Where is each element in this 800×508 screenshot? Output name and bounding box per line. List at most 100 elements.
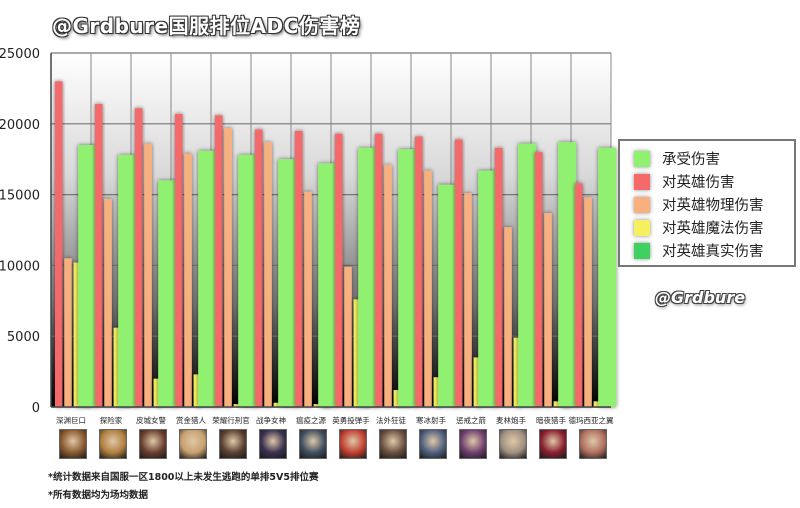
x-tick-label: 赏金猎人: [176, 415, 206, 425]
legend-swatch: [634, 150, 650, 167]
legend-label: 对英雄物理伤害: [662, 198, 764, 214]
bar-2: [544, 213, 552, 407]
bar-2: [464, 193, 472, 407]
legend-label: 承受伤害: [662, 152, 720, 168]
bar-5: [438, 184, 457, 407]
hero-portrait-icon: [59, 429, 87, 459]
bar-3: [273, 402, 282, 407]
bar-3: [433, 377, 442, 407]
watermark: @Grdbure: [655, 288, 746, 307]
hero-portrait-icon: [219, 429, 247, 459]
bar-5: [478, 170, 497, 407]
bar-2: [344, 266, 352, 407]
bar-5: [398, 149, 417, 407]
y-tick-label: 20000: [0, 118, 40, 133]
x-tick-label: 瘟疫之源: [296, 415, 326, 425]
bar-3: [193, 374, 202, 407]
hero-portrait-icon: [179, 429, 207, 459]
x-tick-label: 深渊巨口: [56, 415, 86, 425]
bar-1: [95, 103, 103, 407]
bar-3: [113, 327, 122, 407]
bar-1: [175, 113, 183, 407]
bar-3: [313, 404, 322, 407]
bar-2: [184, 153, 192, 407]
x-tick-label: 惩戒之箭: [456, 415, 486, 425]
bar-1: [135, 108, 143, 407]
bar-2: [64, 258, 72, 407]
bar-5: [278, 159, 297, 407]
legend-label: 对英雄真实伤害: [662, 244, 764, 260]
legend-item: 对英雄魔法伤害: [634, 216, 794, 239]
hero-icon-row: [53, 429, 613, 461]
bar-2: [144, 143, 152, 407]
bar-2: [504, 227, 512, 407]
hero-portrait-icon: [499, 429, 527, 459]
axes: [50, 53, 611, 408]
legend-item: 承受伤害: [634, 147, 794, 170]
bar-2: [584, 197, 592, 407]
footnote-average: *所有数据均为场均数据: [48, 490, 148, 501]
x-tick-label: 麦林炮手: [496, 415, 526, 425]
x-tick-label: 荣耀行刑官: [212, 415, 250, 425]
legend-swatch: [634, 173, 650, 190]
bar-3: [153, 378, 162, 407]
legend-label: 对英雄伤害: [662, 175, 735, 191]
bar-1: [255, 129, 263, 408]
bar-3: [473, 357, 482, 407]
bar-5: [518, 143, 537, 407]
legend-item: 对英雄真实伤害: [634, 239, 794, 262]
bar-1: [215, 115, 223, 407]
y-tick-label: 0: [32, 401, 40, 416]
bar-3: [233, 404, 242, 407]
hero-portrait-icon: [419, 429, 447, 459]
bar-1: [415, 136, 423, 407]
x-tick-label: 法外狂徒: [376, 415, 406, 425]
bar-5: [558, 142, 577, 407]
chart-legend: 承受伤害对英雄伤害对英雄物理伤害 对英雄魔法伤害 对英雄真实伤害: [618, 139, 796, 267]
hero-portrait-icon: [299, 429, 327, 459]
hero-portrait-icon: [139, 429, 167, 459]
bar-3: [73, 262, 82, 407]
bar-1: [535, 152, 543, 407]
y-tick-label: 5000: [7, 330, 40, 345]
x-tick-label: 英勇投弹手: [332, 415, 370, 425]
legend-swatch: [634, 219, 650, 236]
hero-portrait-icon: [579, 429, 607, 459]
legend-label: 对英雄魔法伤害: [662, 221, 764, 237]
bar-chart: 0 5000 10000 15000 20000 25000 深渊巨口 探险家 皮城女警 赏金猎人…: [0, 47, 617, 425]
bar-3: [393, 390, 402, 407]
hero-portrait-icon: [539, 429, 567, 459]
bar-2: [424, 170, 432, 407]
legend-item: 对英雄伤害: [634, 170, 794, 193]
bar-3: [353, 299, 362, 407]
bar-5: [78, 145, 97, 408]
bar-5: [318, 163, 337, 407]
tick-labels: 0 5000 10000 15000 20000 25000 深渊巨口 探险家 皮城女警 赏金猎人…: [0, 47, 614, 425]
x-tick-label: 寒冰射手: [416, 415, 446, 425]
bar-3: [553, 401, 562, 407]
bar-2: [384, 164, 392, 407]
y-tick-label: 10000: [0, 259, 40, 274]
bar-5: [118, 154, 137, 407]
bar-5: [358, 147, 377, 407]
bar-1: [335, 133, 343, 407]
bar-1: [375, 133, 383, 407]
hero-portrait-icon: [379, 429, 407, 459]
bar-2: [104, 198, 112, 407]
x-tick-label: 战争女神: [256, 415, 286, 425]
bar-5: [238, 154, 257, 407]
y-tick-label: 25000: [0, 47, 40, 62]
legend-swatch: [634, 196, 650, 213]
bar-1: [455, 139, 463, 407]
bar-2: [304, 191, 312, 407]
x-tick-label: 探险家: [100, 415, 123, 425]
bar-1: [295, 130, 303, 407]
bar-5: [598, 147, 617, 407]
footnote-source: *统计数据来自国服一区1800以上未发生逃跑的单排5V5排位赛: [48, 472, 319, 483]
bar-5: [198, 150, 217, 408]
bars: [55, 81, 617, 408]
bar-1: [575, 183, 583, 407]
bar-3: [513, 337, 522, 407]
y-tick-label: 15000: [0, 189, 40, 204]
bar-1: [55, 81, 63, 407]
